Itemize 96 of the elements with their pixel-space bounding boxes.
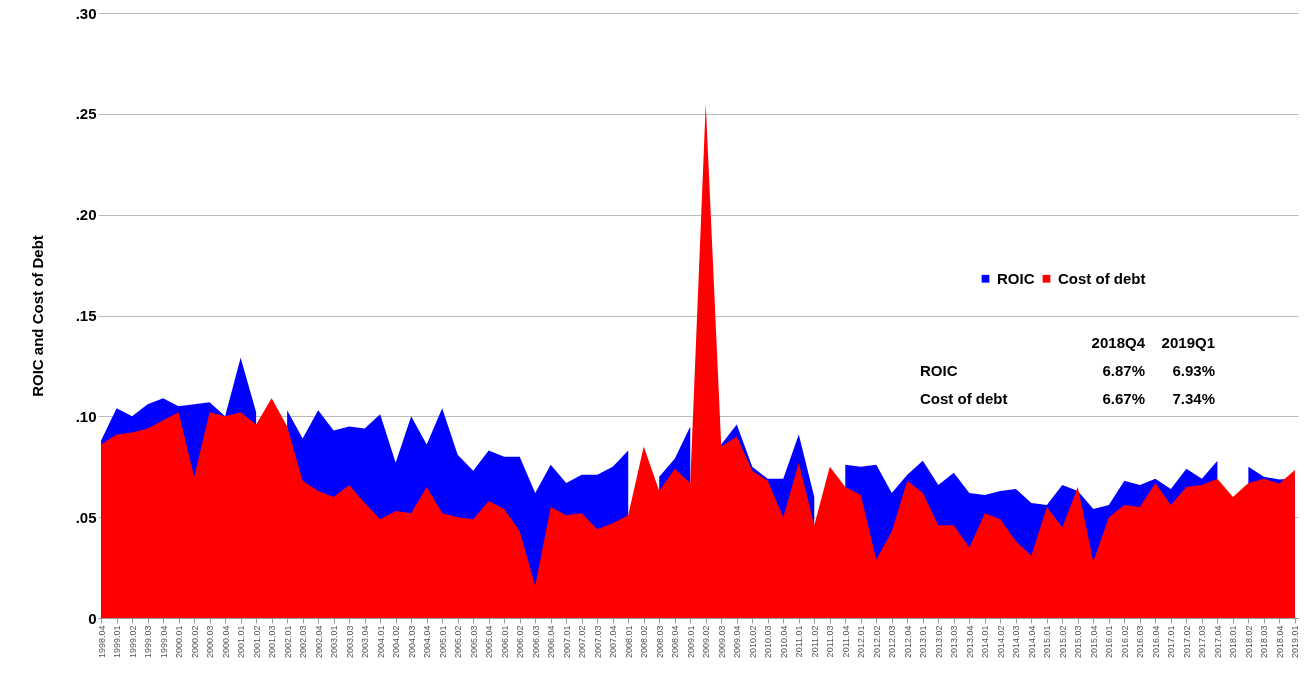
x-tick-label: 1999.01 — [112, 625, 123, 659]
x-tick-label: 2010.02 — [747, 625, 758, 659]
x-tick-label: 2011.03 — [825, 625, 836, 658]
x-tick-label: 2014.02 — [995, 625, 1006, 659]
x-tick-label: 2018.04 — [1274, 625, 1285, 659]
x-tick-label: 2003.03 — [344, 625, 355, 659]
x-tick-label: 2008.04 — [670, 625, 681, 659]
annotation: 2019Q1 — [1161, 334, 1215, 351]
x-tick-label: 2009.01 — [685, 625, 696, 659]
x-tick-label: 2004.02 — [391, 625, 402, 659]
x-tick-label: 2006.01 — [499, 625, 510, 659]
annotation: Cost of debt — [920, 390, 1008, 407]
x-tick-label: 2011.01 — [794, 625, 805, 658]
y-tick-label: 0 — [88, 609, 97, 627]
y-tick-label: .15 — [75, 307, 97, 324]
x-tick-label: 2017.04 — [1212, 625, 1223, 659]
x-tick-label: 2009.04 — [732, 625, 743, 659]
x-tick-label: 2016.03 — [1135, 625, 1146, 659]
x-tick-label: 2002.04 — [313, 625, 324, 659]
x-tick-label: 2013.01 — [918, 625, 929, 659]
x-tick-label: 2005.03 — [468, 625, 479, 659]
x-tick-label: 2016.02 — [1119, 625, 1130, 659]
x-tick-label: 1999.04 — [158, 625, 169, 659]
x-tick-label: 2008.01 — [623, 625, 634, 659]
x-tick-label: 2008.02 — [639, 625, 650, 659]
x-tick-label: 2001.01 — [236, 625, 247, 659]
x-tick-label: 2004.03 — [406, 625, 417, 659]
x-tick-label: 2014.04 — [1026, 625, 1037, 659]
x-tick-label: 2018.02 — [1243, 625, 1254, 659]
x-tick-label: 2013.02 — [933, 625, 944, 659]
x-tick-label: 2013.04 — [964, 625, 975, 659]
x-tick-label: 2007.03 — [592, 625, 603, 659]
x-tick-label: 2000.01 — [174, 625, 185, 659]
x-tick-label: 2016.01 — [1104, 625, 1115, 659]
annotation: 7.34% — [1172, 390, 1215, 407]
x-tick-label: 2016.04 — [1150, 625, 1161, 659]
x-tick-label: 2012.04 — [902, 625, 913, 659]
y-axis-title: ROIC and Cost of Debt — [28, 235, 46, 397]
y-tick-label: .30 — [75, 4, 97, 22]
x-tick-label: 2004.04 — [422, 625, 433, 659]
annotation: ROIC — [920, 362, 958, 379]
x-tick-label: 2015.01 — [1042, 625, 1053, 659]
x-tick-label: 2005.01 — [437, 625, 448, 659]
x-tick-label: 2002.01 — [282, 625, 293, 659]
x-tick-label: 1998.04 — [96, 625, 107, 659]
x-tick-label: 2011.04 — [840, 625, 851, 658]
x-tick-label: 2006.04 — [546, 625, 557, 659]
x-tick-label: 2017.03 — [1197, 625, 1208, 659]
annotation: 6.87% — [1102, 362, 1145, 379]
x-tick-label: 2003.01 — [329, 625, 340, 659]
annotation: 2018Q4 — [1091, 334, 1146, 351]
x-tick-label: 2000.04 — [220, 625, 231, 659]
x-tick-label: 2012.01 — [856, 625, 867, 659]
x-tick-label: 2013.03 — [949, 625, 960, 659]
x-tick-label: 2012.02 — [871, 625, 882, 659]
x-tick-label: 2004.01 — [375, 625, 386, 659]
x-tick-label: 2017.01 — [1166, 625, 1177, 659]
x-tick-label: 1999.03 — [143, 625, 154, 659]
x-tick-label: 2011.02 — [809, 625, 820, 658]
x-tick-label: 2009.02 — [701, 625, 712, 659]
x-tick-label: 2015.02 — [1057, 625, 1068, 659]
x-tick-label: 2015.04 — [1088, 625, 1099, 659]
x-tick-label: 1999.02 — [127, 625, 138, 659]
x-tick-label: 2005.02 — [453, 625, 464, 659]
x-tick-label: 2007.01 — [561, 625, 572, 659]
x-tick-label: 2010.03 — [763, 625, 774, 659]
legend-label: Cost of debt — [1058, 269, 1146, 287]
x-tick-label: 2001.02 — [251, 625, 262, 659]
legend-label: ROIC — [997, 269, 1035, 287]
x-tick-label: 2003.04 — [360, 625, 371, 659]
x-tick-label: 2002.03 — [298, 625, 309, 659]
x-tick-label: 2010.04 — [778, 625, 789, 659]
x-tick-label: 2008.03 — [654, 625, 665, 659]
x-tick-label: 2014.03 — [1011, 625, 1022, 659]
x-tick-label: 2000.03 — [205, 625, 216, 659]
x-tick-label: 2007.04 — [608, 625, 619, 659]
annotation: 6.67% — [1102, 390, 1145, 407]
y-tick-label: .25 — [75, 105, 97, 123]
x-tick-label: 2015.03 — [1073, 625, 1084, 659]
y-tick-label: .20 — [75, 206, 97, 224]
y-tick-label: .05 — [75, 508, 97, 526]
x-tick-label: 2006.02 — [515, 625, 526, 659]
x-tick-label: 2019.01 — [1290, 625, 1301, 659]
x-tick-label: 2018.03 — [1259, 625, 1270, 659]
x-tick-label: 2014.01 — [980, 625, 991, 659]
annotation: 6.93% — [1172, 362, 1215, 379]
y-tick-label: .10 — [75, 407, 97, 425]
x-tick-label: 2000.02 — [189, 625, 200, 659]
x-tick-label: 2017.02 — [1181, 625, 1192, 659]
x-tick-label: 2006.03 — [530, 625, 541, 659]
x-tick-label: 2012.03 — [887, 625, 898, 659]
x-tick-label: 2007.02 — [577, 625, 588, 659]
x-tick-label: 2009.03 — [716, 625, 727, 659]
x-tick-label: 2005.04 — [484, 625, 495, 659]
x-tick-label: 2018.01 — [1228, 625, 1239, 659]
x-tick-label: 2001.03 — [267, 625, 278, 659]
